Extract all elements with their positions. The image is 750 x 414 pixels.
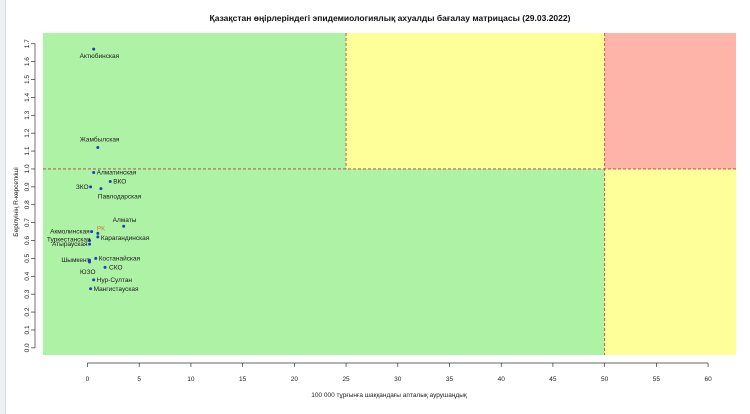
x-tick-label: 55 [653,376,661,383]
x-tick-label: 35 [446,376,454,383]
y-tick-label: 1.6 [24,57,31,66]
point-label: Туркестанская [47,237,91,244]
point-6 [99,187,103,191]
zone-low-top [43,33,347,169]
point-5 [108,179,112,183]
x-tick-label: 60 [704,376,712,383]
point-labels: Актюбинская Жамбылская Алматинская ЗКО ВКО Па… [47,52,150,293]
zone-low-bottom [43,168,605,355]
y-tick-label: 0.8 [24,200,31,209]
axes: 0 5 10 15 20 25 30 35 40 45 50 55 60 0.0 0.1 0.2 0.3 0.4 0… [24,39,712,383]
point-label: Нур-Султан [97,277,133,284]
zone-medium-right [604,168,736,355]
point-label: Костанайская [99,254,141,262]
y-tick-label: 1.2 [24,128,31,137]
x-tick-label: 0 [86,376,90,383]
point-12 [88,242,92,246]
x-tick-label: 20 [291,376,299,383]
point-1 [92,47,96,51]
y-tick-label: 1.0 [24,164,31,173]
point-7 [122,224,126,228]
point-18 [89,287,93,291]
point-label: СКО [109,264,122,271]
point-label: Жамбылская [80,135,120,143]
point-label: ЗКО [76,184,89,191]
y-tick-label: 0.5 [24,254,31,263]
point-3 [92,171,96,175]
y-tick-label: 0.4 [24,271,31,280]
x-tick-label: 5 [137,376,141,383]
y-tick-label: 0.6 [24,236,31,245]
point-8 [90,230,94,234]
point-13 [94,256,98,260]
point-9 [96,231,100,235]
y-tick-label: 1.1 [24,146,31,155]
y-tick-label: 1.4 [24,93,31,102]
x-tick-label: 30 [394,376,402,383]
point-label: ВКО [113,178,126,185]
y-tick-label: 0.1 [24,325,31,334]
point-label: Мангистауская [94,286,139,293]
point-16 [103,265,107,269]
point-label: Алматы [113,217,137,224]
y-tick-label: 1.3 [24,110,31,119]
x-tick-label: 50 [601,376,609,383]
x-tick-label: 10 [187,376,195,383]
point-label: Шымкент [61,257,89,264]
risk-zones [43,33,736,355]
y-tick-label: 1.5 [24,75,31,84]
point-15 [88,260,92,264]
point-11 [88,239,92,243]
point-17 [92,278,96,282]
point-4 [89,185,93,189]
y-tick-label: 0.0 [24,343,31,352]
y-tick-label: 0.3 [24,289,31,298]
zone-medium-top [346,33,605,169]
point-label: Атырауская [52,241,88,248]
point-label: ЮЗО [80,269,95,276]
x-tick-label: 25 [342,376,350,383]
point-label: РК [97,225,105,232]
x-tick-label: 40 [498,376,506,383]
point-label: Карагандинская [101,235,150,242]
y-tick-label: 1.7 [24,39,31,48]
y-tick-label: 0.7 [24,218,31,227]
point-2 [96,145,100,149]
x-tick-label: 45 [549,376,557,383]
point-label: Алматинская [97,170,137,177]
x-tick-label: 15 [239,376,247,383]
point-label: Акмолинская [50,229,90,236]
point-label: Павлодарская [98,194,142,201]
y-tick-label: 0.9 [24,182,31,191]
point-label: Актюбинская [80,52,120,60]
point-10 [96,235,100,239]
data-points [88,47,126,291]
y-axis-title: Берілуінің R-көрсеткіші [12,167,20,236]
y-tick-label: 0.2 [24,307,31,316]
x-axis-title: 100 000 тұрғынға шаққандағы апталық ауру… [311,392,467,399]
threshold-lines [43,33,736,355]
zone-high [604,33,736,169]
left-window-edge [0,0,6,414]
chart-title: Қазақстан өңірлеріндегі эпидемиологиялық… [210,13,571,23]
